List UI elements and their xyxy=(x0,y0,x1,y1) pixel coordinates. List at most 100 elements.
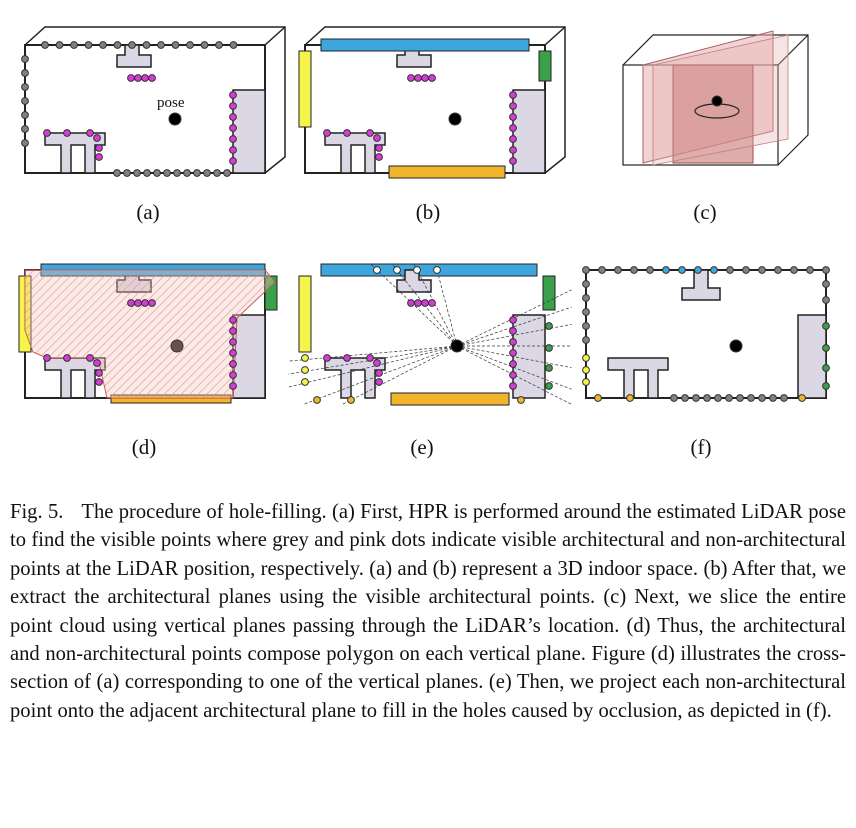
non-architectural-point xyxy=(86,354,94,362)
panel-label-f: (f) xyxy=(690,435,712,459)
non-architectural-point xyxy=(95,153,103,161)
panel-label-a: (a) xyxy=(136,200,160,224)
panel-b xyxy=(298,26,566,179)
architectural-point xyxy=(21,125,29,133)
architectural-point xyxy=(822,280,830,288)
architectural-point xyxy=(163,169,171,177)
non-architectural-point xyxy=(509,124,517,132)
non-architectural-point xyxy=(509,113,517,121)
non-architectural-point xyxy=(229,146,237,154)
lidar-pose-dot xyxy=(168,112,182,126)
lidar-pose-dot xyxy=(450,339,464,353)
architectural-point xyxy=(681,394,689,402)
non-architectural-point xyxy=(509,382,517,390)
non-architectural-point xyxy=(63,354,71,362)
non-architectural-point xyxy=(323,354,331,362)
architectural-point xyxy=(113,41,122,49)
pillar-shape xyxy=(681,269,721,301)
cross-section-polygon xyxy=(24,269,276,399)
non-architectural-point xyxy=(127,299,135,307)
non-architectural-point xyxy=(229,135,237,143)
projection-ray xyxy=(288,345,458,362)
room-3d-edge xyxy=(264,26,286,46)
architectural-point xyxy=(703,394,711,402)
non-architectural-point xyxy=(375,378,383,386)
non-architectural-point xyxy=(95,378,103,386)
cube-edge xyxy=(777,34,809,66)
projected-point-yellow xyxy=(301,354,309,362)
filled-point-blue xyxy=(662,266,670,274)
non-architectural-point xyxy=(141,299,149,307)
projected-point-yellow xyxy=(301,366,309,374)
wall-object xyxy=(512,314,546,399)
architectural-point xyxy=(21,83,29,91)
architectural-point xyxy=(21,111,29,119)
panel-c xyxy=(622,30,809,166)
non-architectural-point xyxy=(509,135,517,143)
lidar-pose-dot xyxy=(729,339,743,353)
filled-point-yellow xyxy=(582,354,590,362)
architectural-point xyxy=(143,169,151,177)
architectural-point xyxy=(670,394,678,402)
architectural-point xyxy=(736,394,744,402)
non-architectural-point xyxy=(373,134,381,142)
non-architectural-point xyxy=(509,327,517,335)
cross-section-fill xyxy=(25,270,275,398)
architectural-point xyxy=(742,266,750,274)
non-architectural-point xyxy=(86,129,94,137)
non-architectural-point xyxy=(43,129,51,137)
architectural-plane-orange xyxy=(390,392,510,406)
filled-point-blue xyxy=(678,266,686,274)
lidar-pose-dot xyxy=(711,95,723,107)
architectural-point xyxy=(725,394,733,402)
non-architectural-point xyxy=(407,299,415,307)
architectural-point xyxy=(822,266,830,274)
panel-label-b: (b) xyxy=(415,200,441,224)
architectural-point xyxy=(614,266,622,274)
non-architectural-point xyxy=(323,129,331,137)
pillar-shape xyxy=(116,44,152,68)
projected-point-green xyxy=(545,322,553,330)
architectural-point xyxy=(133,169,141,177)
non-architectural-point xyxy=(43,354,51,362)
filled-point-green xyxy=(822,344,830,352)
non-architectural-point xyxy=(407,74,415,82)
panel-f xyxy=(582,266,830,402)
architectural-plane-yellow xyxy=(298,50,312,128)
non-architectural-point xyxy=(375,153,383,161)
projected-point-green xyxy=(545,344,553,352)
architectural-point xyxy=(128,41,136,49)
architectural-plane-blue xyxy=(320,263,538,277)
architectural-plane-yellow xyxy=(298,275,312,353)
projected-point-green xyxy=(545,364,553,372)
projected-point-hollow xyxy=(433,266,441,274)
non-architectural-point xyxy=(229,316,237,324)
architectural-point xyxy=(726,266,734,274)
non-architectural-point xyxy=(63,129,71,137)
filled-point-green xyxy=(822,382,830,390)
non-architectural-point xyxy=(95,144,103,152)
filled-point-yellow xyxy=(582,378,590,386)
figure-5-diagram: pose xyxy=(18,26,830,406)
table-shape xyxy=(607,357,669,399)
filled-point-blue xyxy=(710,266,718,274)
projected-point-yellow xyxy=(301,378,309,386)
non-architectural-point xyxy=(428,74,436,82)
wall-object xyxy=(512,89,546,174)
non-architectural-point xyxy=(127,74,135,82)
projected-point-orange xyxy=(517,396,525,404)
architectural-point xyxy=(99,41,107,49)
architectural-point xyxy=(582,266,590,274)
non-architectural-point xyxy=(229,371,237,379)
architectural-point xyxy=(21,97,29,105)
filled-point-orange xyxy=(594,394,602,402)
architectural-point xyxy=(692,394,700,402)
architectural-point xyxy=(215,41,223,49)
vertical-slice-plane xyxy=(672,64,754,164)
non-architectural-point xyxy=(509,91,517,99)
panel-label-d: (d) xyxy=(131,435,157,459)
projected-point-hollow xyxy=(393,266,401,274)
pose-annotation: pose xyxy=(157,95,185,111)
non-architectural-point xyxy=(95,369,103,377)
panel-e xyxy=(288,263,572,406)
